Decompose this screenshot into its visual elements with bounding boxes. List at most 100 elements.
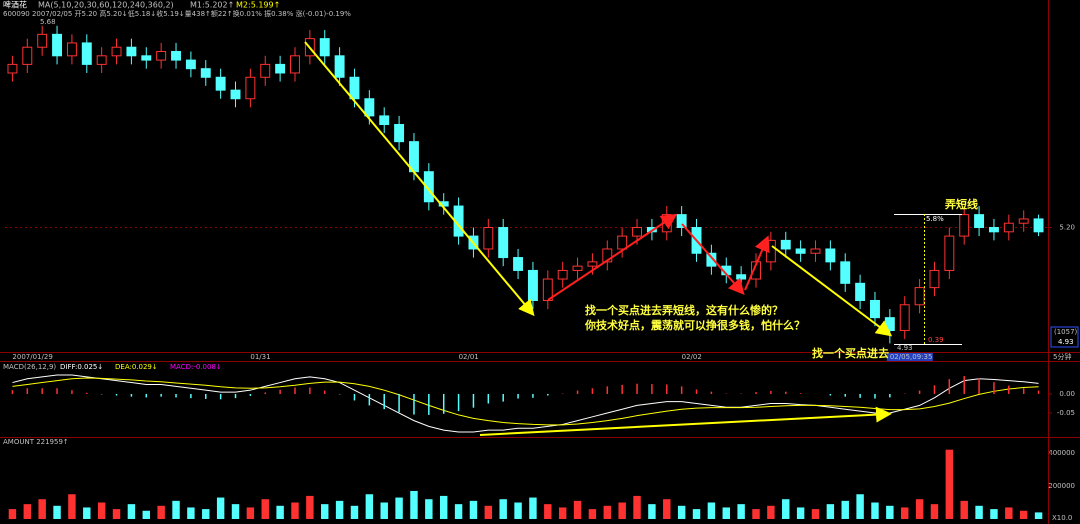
candle-body xyxy=(141,55,152,61)
range-percent: 5.8% xyxy=(926,215,944,223)
candle-body xyxy=(200,68,211,78)
candle-body xyxy=(1003,222,1014,233)
volume-bar xyxy=(514,502,522,519)
volume-bar xyxy=(1019,510,1028,519)
volume-bar xyxy=(856,494,864,519)
candle-body xyxy=(260,63,271,78)
low-label: 4.93 xyxy=(897,344,913,352)
candle-body xyxy=(1033,218,1044,233)
candle-body xyxy=(52,33,63,57)
volume-bar xyxy=(915,499,924,519)
candle-body xyxy=(795,248,806,254)
y-tick-label: 5.20 xyxy=(1059,224,1075,232)
volume-bar xyxy=(1034,512,1043,519)
candle-body xyxy=(156,51,167,61)
volume-bar xyxy=(276,505,284,519)
candle-body xyxy=(185,59,196,70)
range-marker xyxy=(894,214,962,345)
volume-bar xyxy=(469,500,478,519)
volume-bar xyxy=(261,499,269,519)
volume-bar xyxy=(558,507,567,519)
m2: M2:5.199↑ xyxy=(236,1,280,10)
volume-bar xyxy=(291,502,299,519)
candle-body xyxy=(602,248,613,263)
volume-bar xyxy=(648,504,656,519)
candle-body xyxy=(215,76,226,91)
volume-bar xyxy=(826,504,835,519)
candle-body xyxy=(736,274,747,280)
legend-entry: MACD:-0.008↓ xyxy=(170,363,222,371)
candle-body xyxy=(765,239,776,263)
volume-bar xyxy=(484,505,493,519)
volume-bar xyxy=(529,497,537,519)
volume-bar xyxy=(990,509,998,519)
volume-bar xyxy=(722,507,730,519)
candle-body xyxy=(275,63,286,74)
volume-bar xyxy=(618,502,626,519)
volume-bar xyxy=(23,504,32,519)
candle-body xyxy=(870,299,880,319)
macd-line xyxy=(12,374,1039,433)
candle-body xyxy=(7,63,18,74)
volume-bar xyxy=(454,504,463,519)
volume-title: AMOUNT 221959↑ xyxy=(3,438,69,446)
volume-bar xyxy=(53,505,61,519)
volume-bar xyxy=(231,504,240,519)
macd-line xyxy=(12,377,1039,426)
candle-body xyxy=(96,55,107,65)
candle-body xyxy=(66,42,77,57)
volume-bar xyxy=(187,507,195,519)
candle-body xyxy=(22,46,33,65)
x-tick-label: 2007/01/29 xyxy=(12,353,52,361)
candle-body xyxy=(364,98,375,117)
price-box-count: (1057) xyxy=(1054,328,1078,336)
candle-body xyxy=(81,42,92,65)
annotation: 找一个买点进去弄短线，这有什么惨的？ xyxy=(585,303,783,317)
volume-bar xyxy=(633,495,641,519)
volume-bar xyxy=(216,497,225,519)
volume-bar xyxy=(395,497,403,519)
volume-bar xyxy=(306,495,314,519)
candle-body xyxy=(855,282,866,301)
candle-body xyxy=(929,269,940,289)
volume-bar xyxy=(68,494,76,519)
volume-bar xyxy=(707,502,716,519)
candle-body xyxy=(944,235,955,271)
candle-body xyxy=(884,317,895,332)
volume-bar xyxy=(975,505,983,519)
candle-body xyxy=(751,261,761,280)
volume-bar xyxy=(142,510,150,519)
macd-title: MACD(26,12,9) xyxy=(3,363,56,371)
candle-body xyxy=(587,261,598,267)
volume-bar xyxy=(246,507,255,519)
candle-body xyxy=(423,171,434,203)
candle-body xyxy=(111,46,122,57)
x-tick-label: 02/02 xyxy=(682,353,702,361)
volume-bar xyxy=(796,507,805,519)
candle-body xyxy=(617,235,628,250)
volume-bar xyxy=(499,499,507,519)
candle-body xyxy=(245,76,256,100)
candle-body xyxy=(974,214,985,229)
volume-bar xyxy=(8,509,17,519)
volume-bar xyxy=(410,490,418,519)
volume-bar xyxy=(1005,507,1013,519)
volume-bar xyxy=(782,499,790,519)
candle-body xyxy=(319,38,330,57)
candle-body xyxy=(557,269,568,280)
annotation: 你技术好点，震荡就可以挣很多钱，怕什么？ xyxy=(584,318,805,332)
ma-params: MA(5,10,20,30,60,120,240,360,2) xyxy=(38,1,174,10)
m1: M1:5.202↑ xyxy=(190,1,234,10)
volume-bar xyxy=(588,509,597,519)
volume-bar xyxy=(886,505,894,519)
candle-body xyxy=(334,55,345,78)
volume-bar xyxy=(945,449,954,519)
candle-body xyxy=(126,46,137,57)
price-box xyxy=(1050,326,1079,348)
volume-bar xyxy=(737,504,745,519)
y-tick-label: 400000 xyxy=(1048,449,1075,457)
candle-body xyxy=(1018,218,1029,224)
candle-body xyxy=(527,269,538,301)
candle-body xyxy=(290,55,300,74)
